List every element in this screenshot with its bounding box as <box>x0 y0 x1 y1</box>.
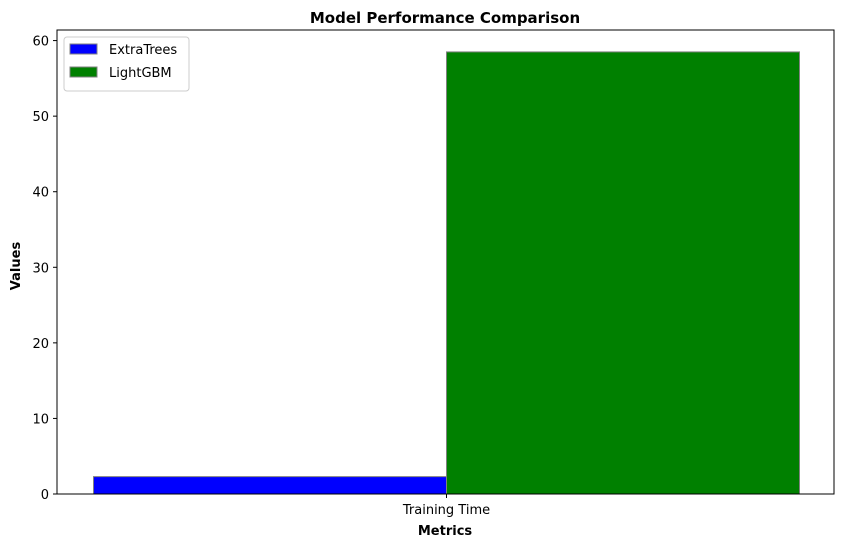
x-axis-label: Metrics <box>418 524 473 539</box>
y-tick-label: 60 <box>32 35 49 50</box>
y-tick-label: 40 <box>32 186 49 201</box>
x-tick-label: Training Time <box>402 503 490 518</box>
bar-lightgbm <box>446 51 800 495</box>
y-tick-label: 30 <box>32 261 49 276</box>
y-tick-label: 50 <box>32 110 49 125</box>
legend-label-lightgbm: LightGBM <box>109 66 172 81</box>
legend: ExtraTrees LightGBM <box>63 36 190 92</box>
legend-swatch-lightgbm <box>69 66 98 78</box>
chart-title: Model Performance Comparison <box>310 9 580 27</box>
y-tick-label: 20 <box>32 337 49 352</box>
bar-extratrees <box>93 476 447 495</box>
legend-swatch-extratrees <box>69 43 98 55</box>
y-tick-label: 0 <box>41 488 49 503</box>
plot-frame <box>56 29 835 495</box>
y-axis-label: Values <box>9 242 24 291</box>
bars-layer <box>93 51 800 495</box>
ticks-layer: 0 10 20 30 40 50 60 Training Time <box>32 35 490 518</box>
legend-label-extratrees: ExtraTrees <box>109 43 177 58</box>
y-tick-label: 10 <box>32 412 49 427</box>
